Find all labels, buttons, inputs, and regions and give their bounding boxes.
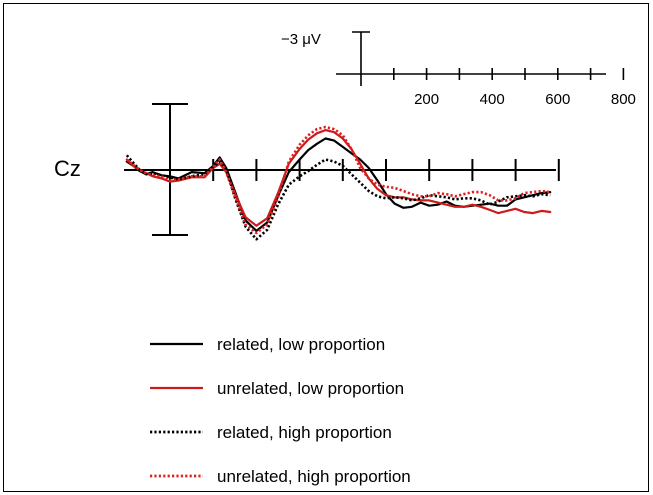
scale-bar-group: 200 400 600 800 [336, 31, 636, 108]
scale-tick-label: 400 [480, 91, 505, 108]
figure-frame: 200 400 600 800 related, low proportion unre… [3, 3, 649, 492]
series-line-4 [125, 125, 551, 235]
legend-label: unrelated, high proportion [217, 467, 411, 486]
series-group [125, 125, 552, 241]
scale-amplitude-label: −3 μV [281, 31, 321, 48]
legend-label: related, high proportion [217, 423, 392, 442]
scale-tick-label: 800 [611, 91, 636, 108]
legend: related, low proportion unrelated, low pr… [150, 335, 411, 486]
series-line-3 [125, 154, 551, 241]
scale-tick-label: 600 [545, 91, 570, 108]
legend-label: related, low proportion [217, 335, 385, 354]
series-line-1 [125, 137, 552, 232]
cz-axis-group [124, 103, 560, 236]
scale-tick-label: 200 [414, 91, 439, 108]
erp-chart: 200 400 600 800 related, low proportion unre… [54, 31, 636, 486]
electrode-label: Cz [54, 156, 81, 181]
legend-label: unrelated, low proportion [217, 379, 404, 398]
